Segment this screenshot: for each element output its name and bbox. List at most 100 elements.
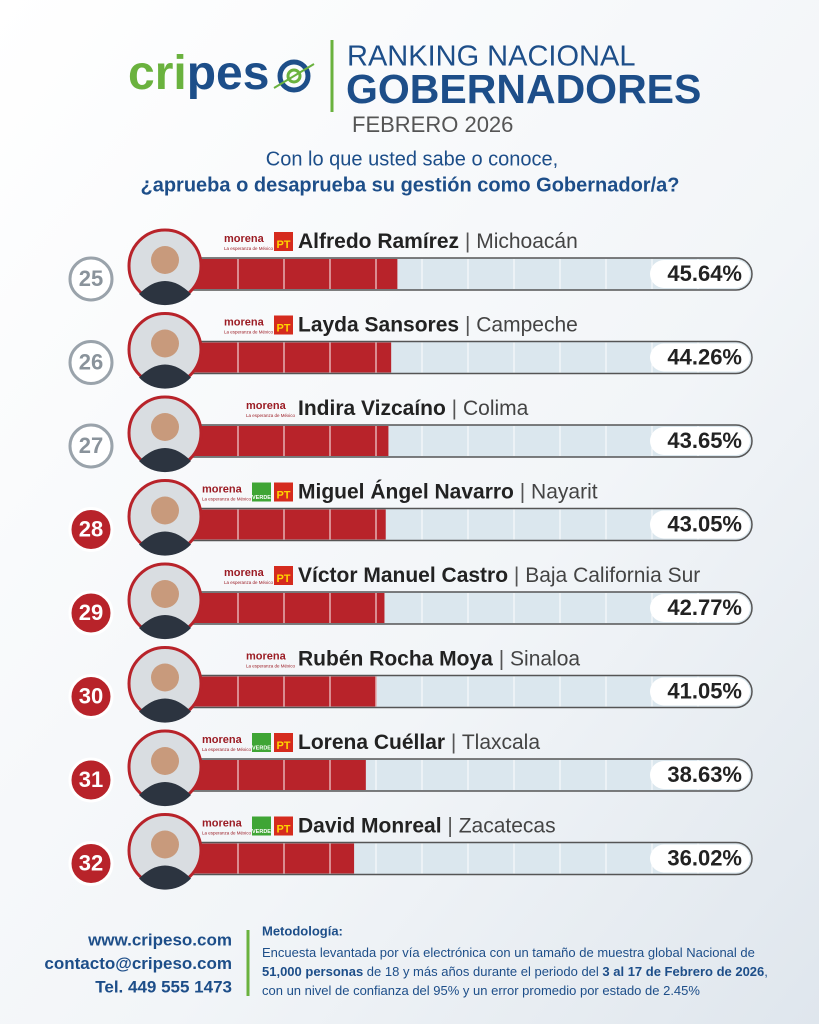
photo-head <box>151 496 179 525</box>
name-line: Víctor Manuel Castro | Baja California S… <box>298 564 700 587</box>
bar <box>192 593 385 623</box>
value-box <box>650 677 750 706</box>
question-line1: Con lo que usted sabe o conoce, <box>266 148 558 170</box>
bar <box>192 760 366 790</box>
name-line: Layda Sansores | Campeche <box>298 313 578 336</box>
party-tagline: La esperanza de México <box>224 580 274 585</box>
value-label: 43.05% <box>667 511 742 536</box>
value-box <box>650 510 750 539</box>
value-box <box>650 427 750 455</box>
party-box <box>252 816 271 836</box>
rank-number: 27 <box>79 433 103 458</box>
photo-head <box>151 747 179 775</box>
party-morena: morena <box>224 233 265 245</box>
rank-number: 28 <box>79 516 103 541</box>
party-morena: morena <box>224 316 265 328</box>
governor-name: Rubén Rocha Moya <box>298 647 493 670</box>
party-box <box>252 733 271 752</box>
party-morena: morena <box>202 817 243 829</box>
name-line: Rubén Rocha Moya | Sinaloa <box>298 647 580 670</box>
rank-number: 29 <box>79 600 103 625</box>
party-morena: morena <box>246 400 287 412</box>
rank-badge <box>68 340 114 385</box>
party-box <box>274 315 293 335</box>
party-box <box>274 566 293 585</box>
photo-body <box>139 782 191 807</box>
party-morena: morena <box>224 567 265 579</box>
rank-badge <box>68 256 114 302</box>
methodology-run: Encuesta levantada por vía electrónica c… <box>262 945 755 960</box>
rank-number: 31 <box>79 767 103 792</box>
value-box <box>650 260 750 288</box>
rank-number: 25 <box>79 266 103 291</box>
contacts: www.cripeso.com contacto@cripeso.com Tel. … <box>44 930 232 996</box>
methodology-line: 51,000 personas de 18 y más años durante… <box>262 964 768 979</box>
separator: | <box>520 480 525 503</box>
photo-body <box>139 448 191 473</box>
period: FEBRERO 2026 <box>352 112 513 137</box>
value-label: 45.64% <box>667 261 742 286</box>
value-box <box>650 844 750 873</box>
methodology-run: 3 al 17 de Febrero de 2026 <box>602 964 764 979</box>
bar <box>192 843 355 874</box>
party-morena: morena <box>202 483 243 495</box>
photo-body <box>139 615 191 640</box>
party-tagline: La esperanza de México <box>224 246 274 251</box>
title-line1: RANKING NACIONAL <box>347 41 635 73</box>
party-tagline: La esperanza de México <box>246 664 296 669</box>
ranking-row: 38.63% 31 Lorena Cuéllar | Tlaxcala PT VERDE… <box>68 729 753 807</box>
question-line2: ¿aprueba o desaprueba su gestión como Go… <box>141 174 680 196</box>
bar <box>192 426 389 456</box>
photo-body <box>139 865 191 890</box>
ranking-row: 45.64% 25 Alfredo Ramírez | Michoacán PT mor… <box>68 228 753 306</box>
separator: | <box>499 647 504 670</box>
value-label: 44.26% <box>667 344 742 369</box>
value-label: 42.77% <box>667 595 742 620</box>
party-morena: morena <box>202 734 243 746</box>
party-pt: PT <box>276 489 290 501</box>
rank-badge <box>68 507 114 552</box>
rank-badge <box>68 757 114 803</box>
value-label: 38.63% <box>667 762 742 787</box>
governor-name: Miguel Ángel Navarro <box>298 480 514 503</box>
party-tagline: La esperanza de México <box>224 330 274 335</box>
contact: contacto@cripeso.com <box>44 954 232 973</box>
methodology-run: , <box>764 964 768 979</box>
ranking-row: 43.65% 27 Indira Vizcaíno | Colima morenaLa… <box>68 395 753 473</box>
party-box <box>274 733 293 752</box>
methodology: Encuesta levantada por vía electrónica c… <box>262 945 768 998</box>
separator: | <box>447 814 452 837</box>
governor-name: Layda Sansores <box>298 313 459 336</box>
separator: | <box>514 564 519 587</box>
methodology-run: de 18 y más años durante el periodo del <box>363 964 602 979</box>
separator: | <box>451 731 456 754</box>
name-line: David Monreal | Zacatecas <box>298 814 556 837</box>
party-box <box>274 482 293 502</box>
state-name: Zacatecas <box>459 814 556 837</box>
ranking-row: 36.02% 32 David Monreal | Zacatecas PT VERDE… <box>68 813 753 890</box>
methodology-title: Metodología: <box>262 923 343 938</box>
name-line: Alfredo Ramírez | Michoacán <box>298 230 578 253</box>
governor-name: Víctor Manuel Castro <box>298 564 508 587</box>
photo-head <box>151 663 179 692</box>
rank-badge <box>68 841 114 886</box>
rank-badge <box>68 674 114 719</box>
photo-head <box>151 830 179 859</box>
ranking-row: 42.77% 29 Víctor Manuel Castro | Baja Cali… <box>68 562 753 640</box>
photo-body <box>139 531 191 556</box>
state-name: Michoacán <box>476 230 578 253</box>
governor-name: Indira Vizcaíno <box>298 397 446 420</box>
rank-number: 26 <box>79 349 103 374</box>
party-morena: morena <box>246 650 287 662</box>
state-name: Campeche <box>476 313 578 336</box>
methodology-line: Encuesta levantada por vía electrónica c… <box>262 945 755 960</box>
ranking-row: 43.05% 28 Miguel Ángel Navarro | Nayarit PT… <box>68 479 753 556</box>
photo-head <box>151 413 179 441</box>
contact: Tel. 449 555 1473 <box>95 977 232 996</box>
party-pt: PT <box>276 823 290 835</box>
methodology-run: 51,000 personas <box>262 964 363 979</box>
methodology-line: con un nivel de confianza del 95% y un e… <box>262 983 700 998</box>
separator: | <box>465 313 470 336</box>
party-verde: VERDE <box>252 745 271 751</box>
party-box <box>252 482 271 502</box>
